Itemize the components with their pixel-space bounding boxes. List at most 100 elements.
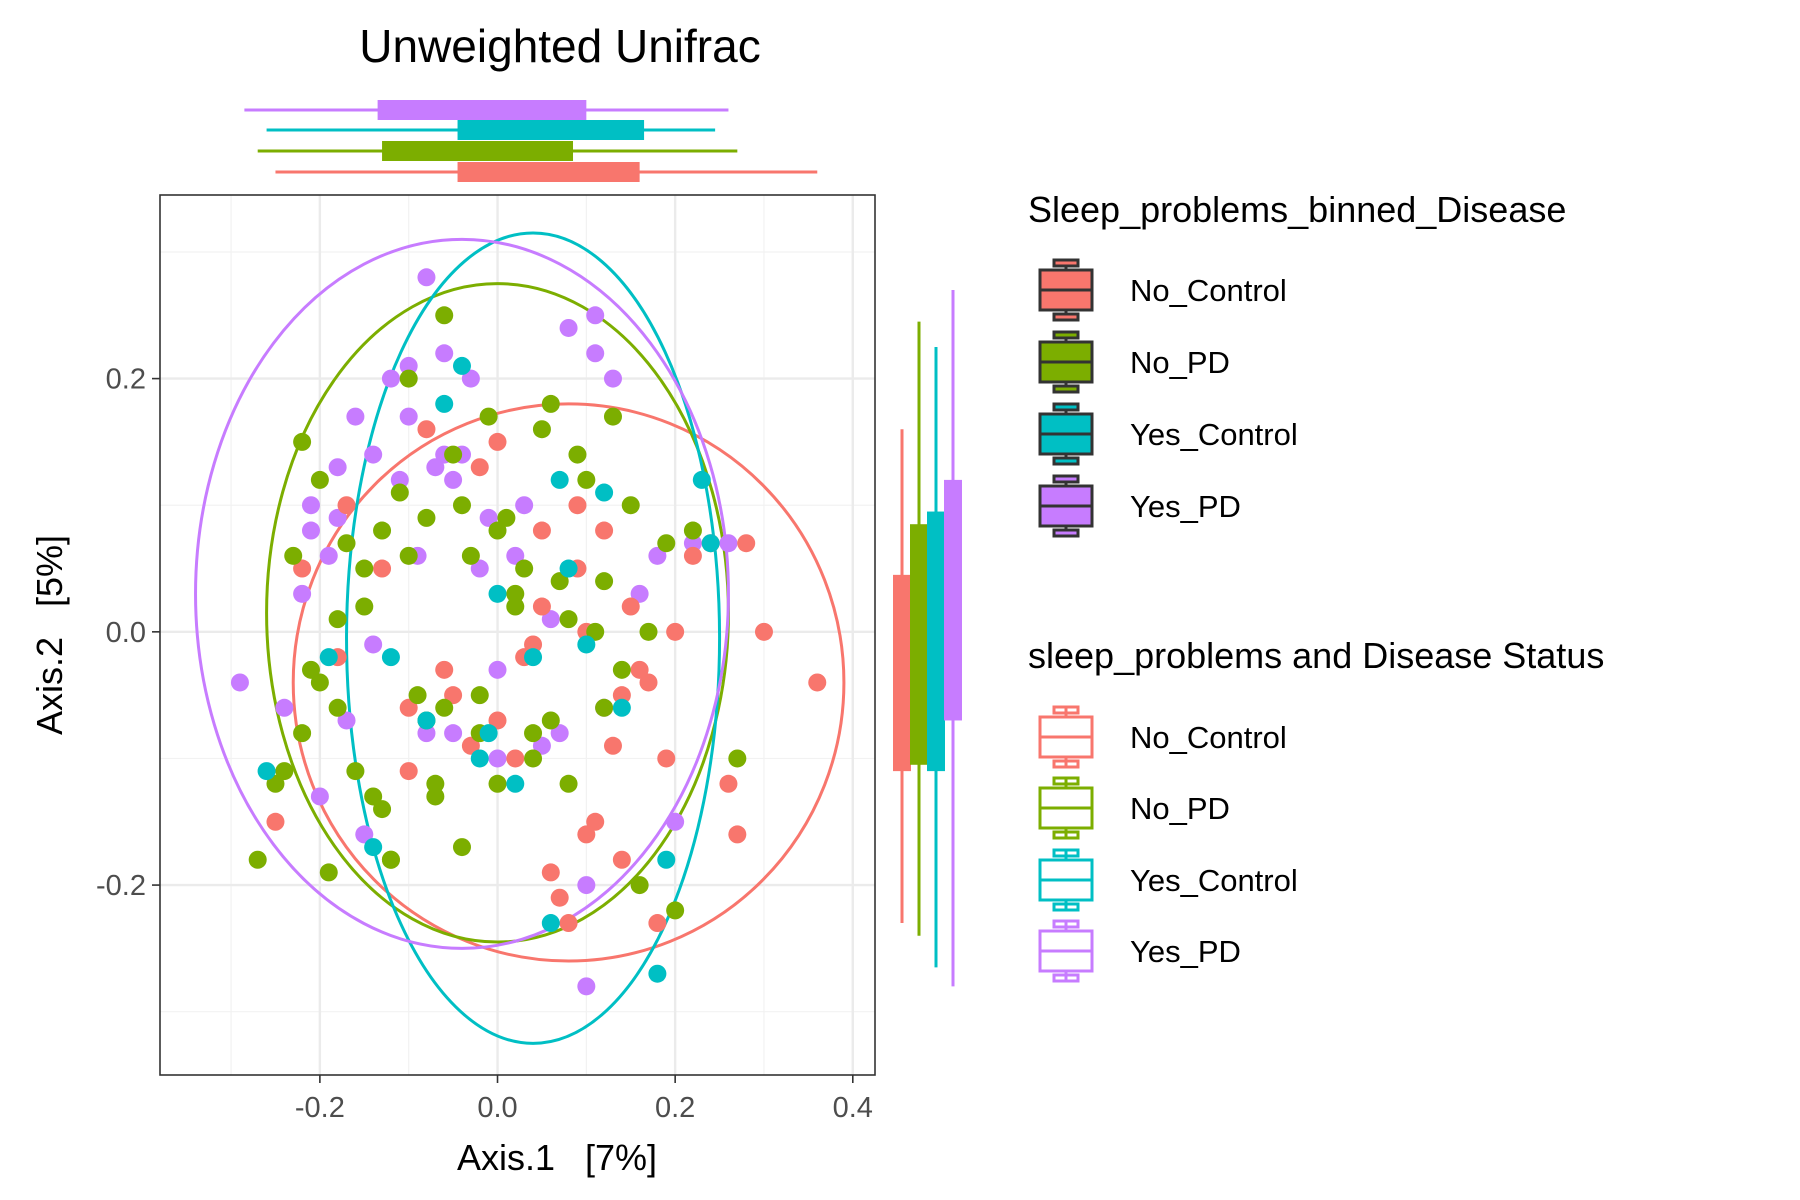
point-no-pd (541, 394, 560, 413)
point-no-pd (488, 521, 507, 540)
point-yes-pd (479, 508, 498, 527)
point-no-control (683, 546, 702, 565)
point-yes-pd (337, 711, 356, 730)
point-no-pd (586, 622, 605, 641)
legend-key-cap (1052, 705, 1080, 715)
legend-key-cap (1052, 919, 1080, 929)
x-tick-label: 0.4 (833, 1092, 873, 1124)
point-no-pd (399, 369, 418, 388)
point-no-control (612, 686, 631, 705)
point-no-control (373, 559, 392, 578)
point-no-control (541, 863, 560, 882)
point-no-control (532, 597, 551, 616)
point-no-control (435, 660, 454, 679)
point-no-control (470, 458, 489, 477)
point-no-pd (355, 559, 374, 578)
point-no-control (532, 521, 551, 540)
point-yes-pd (444, 470, 463, 489)
point-no-pd (417, 508, 436, 527)
point-no-pd (630, 876, 649, 895)
point-no-pd (426, 787, 445, 806)
ellipse-yes-control (345, 231, 722, 1045)
point-yes-control (595, 483, 614, 502)
point-no-control (559, 914, 578, 933)
top-box (457, 162, 640, 182)
legend-key-cap (1052, 384, 1080, 394)
point-no-control (399, 698, 418, 717)
point-yes-pd (461, 369, 480, 388)
right-marginal-boxplots (893, 289, 962, 987)
top-box (457, 120, 645, 140)
point-no-control (293, 559, 312, 578)
legend-color-label: No_Control (1130, 720, 1287, 755)
point-yes-pd (444, 724, 463, 743)
legend-key (1038, 402, 1094, 466)
point-no-pd (595, 572, 614, 591)
legend-key-cap (1052, 474, 1080, 484)
legend-color-title: sleep_problems and Disease Status (1028, 635, 1604, 676)
point-no-pd (559, 610, 578, 629)
point-yes-pd (488, 660, 507, 679)
point-yes-pd (275, 698, 294, 717)
point-yes-pd (230, 673, 249, 692)
y-tick-label: -0.2 (96, 870, 146, 902)
point-yes-control (541, 914, 560, 933)
point-no-pd (497, 508, 516, 527)
point-yes-pd (310, 787, 329, 806)
point-no-pd (506, 584, 525, 603)
point-no-pd (435, 306, 454, 325)
point-no-pd (506, 597, 525, 616)
legend-fill-label: Yes_Control (1130, 417, 1298, 452)
point-yes-pd (399, 407, 418, 426)
point-yes-pd (532, 736, 551, 755)
x-tick-label: 0.0 (477, 1092, 517, 1124)
point-no-pd (452, 496, 471, 515)
axis-ticks: -0.2 0.0 0.2 0.4 -0.2 0.0 0.2 (96, 364, 873, 1124)
point-no-pd (408, 686, 427, 705)
legend-key-cap (1052, 402, 1080, 412)
legend-fill-label: No_Control (1130, 273, 1287, 308)
point-no-pd (444, 445, 463, 464)
legend-key-cap (1052, 312, 1080, 322)
point-no-control (586, 812, 605, 831)
point-yes-pd (328, 458, 347, 477)
legend: Sleep_problems_binned_Disease sleep_prob… (1028, 189, 1604, 983)
point-no-pd (524, 749, 543, 768)
legend-key (1038, 848, 1094, 912)
point-yes-pd (328, 508, 347, 527)
point-no-pd (426, 774, 445, 793)
point-no-pd (390, 483, 409, 502)
legend-key (1038, 258, 1094, 322)
legend-color-label: No_PD (1130, 791, 1230, 826)
point-yes-pd (301, 521, 320, 540)
legend-key-cap (1052, 528, 1080, 538)
point-no-control (550, 888, 569, 907)
point-yes-control (417, 711, 436, 730)
point-no-control (417, 420, 436, 439)
point-no-control (719, 774, 738, 793)
panel-border (159, 194, 876, 1076)
point-no-pd (461, 546, 480, 565)
point-no-pd (470, 686, 489, 705)
point-yes-control (488, 584, 507, 603)
point-no-pd (524, 724, 543, 743)
legend-fill-label: No_PD (1130, 345, 1230, 380)
point-no-pd (346, 762, 365, 781)
point-yes-pd (666, 812, 685, 831)
legend-key-cap (1052, 759, 1080, 769)
point-yes-pd (364, 635, 383, 654)
point-no-control (444, 686, 463, 705)
point-no-pd (293, 724, 312, 743)
point-no-pd (355, 597, 374, 616)
y-tick-label: 0.2 (106, 364, 146, 396)
point-no-pd (515, 559, 534, 578)
point-yes-pd (586, 344, 605, 363)
point-no-pd (532, 420, 551, 439)
top-box (377, 100, 587, 120)
point-no-pd (275, 762, 294, 781)
point-yes-control (319, 648, 338, 667)
point-no-pd (595, 698, 614, 717)
legend-color-label: Yes_Control (1130, 863, 1298, 898)
legend-key (1038, 330, 1094, 394)
point-no-pd (559, 774, 578, 793)
